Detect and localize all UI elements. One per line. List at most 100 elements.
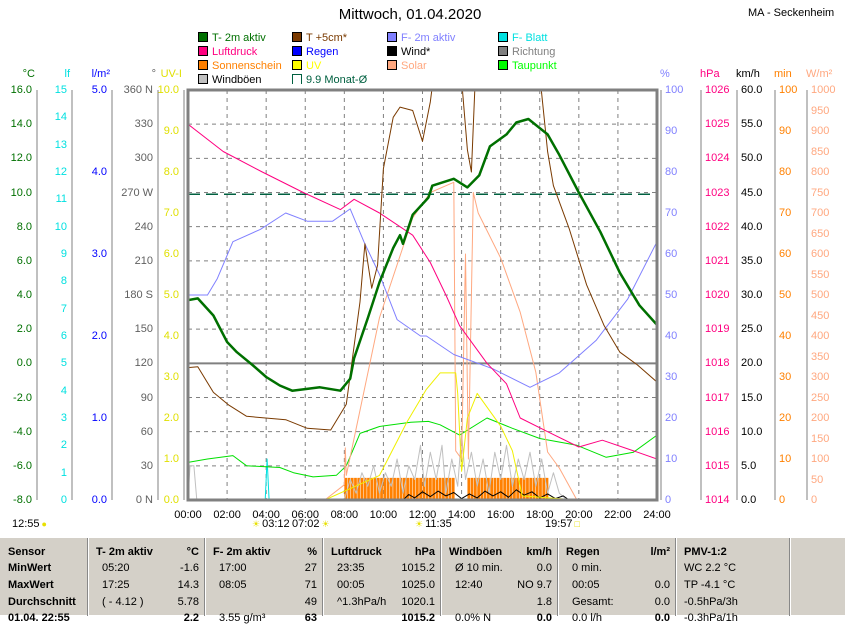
axis-tick-label: 150 <box>811 432 830 445</box>
table-cell: Gesamt: <box>572 596 614 608</box>
axis-tick-label: 1021 <box>705 254 730 267</box>
sunshine-bar <box>419 477 422 500</box>
sunshine-bar <box>415 477 419 500</box>
axis-tick-label: 700 <box>811 207 830 219</box>
table-header: F- 2m aktiv <box>213 546 271 558</box>
axis-tick-label: 4.0 <box>163 330 179 342</box>
axis-tick-label: 950 <box>811 104 830 117</box>
axis-tick-label: 50 <box>665 289 678 301</box>
sunshine-bar <box>529 477 533 500</box>
legend-label: Wind* <box>401 46 431 58</box>
axis-tick-label: 800 <box>811 166 830 178</box>
sunshine-bar <box>506 477 510 500</box>
axis-tick-label: 12.0 <box>10 152 32 165</box>
axis-tick-label: 30 <box>140 459 153 472</box>
legend-item: F- 2m aktiv <box>387 31 455 45</box>
sunshine-bar <box>360 477 364 500</box>
series-taupunkt <box>188 417 657 478</box>
table-value: NO 9.7 <box>517 579 552 591</box>
plot-frame <box>186 88 659 502</box>
axis-tick-label: 60 <box>779 248 792 260</box>
axis-tick-label: 1018 <box>705 357 730 370</box>
axis-tick-label: 14 <box>54 111 67 124</box>
table-cell: 0.0% N <box>455 612 492 624</box>
axis-tick-label: 1022 <box>705 220 730 233</box>
x-tick-label: 20:00 <box>565 509 593 521</box>
table-header: Luftdruck <box>331 546 382 558</box>
sunshine-bar <box>480 477 484 500</box>
legend-item: Richtung <box>498 45 555 59</box>
sunshine-bar <box>532 477 536 500</box>
sunshine-bar <box>354 477 357 500</box>
axis-tick-label: 550 <box>811 268 830 281</box>
legend-item: 9.9 Monat-Ø <box>292 73 367 87</box>
axis-tick-label: 2 <box>60 439 67 452</box>
axis-tick-label: 330 <box>134 118 153 131</box>
axis-tick-label: 16.0 <box>10 84 32 96</box>
table-cell: 00:05 <box>572 579 600 591</box>
axis-tick-label: 0 <box>811 494 818 506</box>
axis-tick-label: 1024 <box>705 152 730 165</box>
axis-tick-label: 60 <box>665 248 678 260</box>
legend-swatch-icon <box>387 46 397 56</box>
sunrise-icon: ☀ <box>321 519 330 529</box>
axis-tick-label: 9.0 <box>163 125 179 137</box>
table-cell: 08:05 <box>219 579 247 591</box>
legend-item: Wind* <box>387 45 430 59</box>
column-divider <box>790 538 791 616</box>
axis-tick-label: 210 <box>134 254 153 267</box>
axis-tick-label: 1017 <box>705 391 730 404</box>
legend-label: F- 2m aktiv <box>401 32 456 44</box>
sunshine-bar <box>490 477 494 500</box>
legend-swatch-icon <box>387 60 397 70</box>
axis-tick-label: 5.0 <box>741 459 757 472</box>
axis-tick-label: 400 <box>811 330 830 342</box>
axis-tick-label: 0.0 <box>741 494 757 506</box>
sunshine-bar <box>386 477 390 500</box>
table-header: Regen <box>566 546 600 558</box>
axis-tick-label: 900 <box>811 125 830 137</box>
chart-title: Mittwoch, 01.04.2020 <box>338 6 482 23</box>
table-value: 1.8 <box>536 596 552 608</box>
sunshine-bar <box>357 477 361 500</box>
row-label: 01.04. 22:55 <box>8 612 70 624</box>
axis-tick-label: 1014 <box>705 494 730 506</box>
statistics-table: Sensor T- 2m aktiv °C F- 2m aktiv% Luftdruck… <box>0 537 845 624</box>
axis-unit-dir: ° <box>151 68 156 80</box>
axis-tick-label: 100 <box>811 453 830 465</box>
table-value: -1.6 <box>180 562 199 574</box>
legend-item: UV <box>292 59 321 73</box>
axis-tick-label: 45.0 <box>741 186 763 199</box>
sunshine-bar <box>526 477 529 500</box>
axis-tick-label: 15 <box>54 84 67 96</box>
axis-tick-label: 20 <box>665 412 678 424</box>
legend-label: T +5cm* <box>306 32 348 44</box>
column-divider <box>88 538 89 616</box>
sunshine-bar <box>380 477 383 500</box>
axis-tick-label: 12 <box>54 166 67 178</box>
table-cell: 17:25 <box>102 579 130 591</box>
table-header-unit: % <box>307 546 317 558</box>
sunshine-bar <box>389 477 393 500</box>
table-header: Sensor <box>8 546 46 558</box>
legend-label: UV <box>306 60 322 72</box>
legend-swatch-icon <box>498 32 508 42</box>
axis-tick-label: 0 <box>60 494 67 506</box>
axis-tick-label: 50 <box>811 473 824 486</box>
sunshine-bar <box>483 477 487 500</box>
event-time: 11:35 <box>425 518 452 530</box>
legend-item: Sonnenschein <box>198 59 282 73</box>
axis-tick-label: 10 <box>54 220 67 233</box>
astro-event: ☀ 11:35 <box>413 518 452 530</box>
table-value: 0.0 <box>536 562 552 574</box>
axis-tick-label: 1.0 <box>163 453 179 465</box>
table-value: 1025.0 <box>401 579 435 591</box>
axis-tick-label: 50 <box>779 289 792 301</box>
sunshine-bar <box>350 477 354 500</box>
sunshine-bar <box>493 477 497 500</box>
axis-tick-label: 0 <box>665 494 672 506</box>
sunshine-bar <box>535 477 539 500</box>
table-value: 0.0 <box>654 579 670 591</box>
legend-item: Solar <box>387 59 427 73</box>
table-value: 49 <box>304 596 317 608</box>
